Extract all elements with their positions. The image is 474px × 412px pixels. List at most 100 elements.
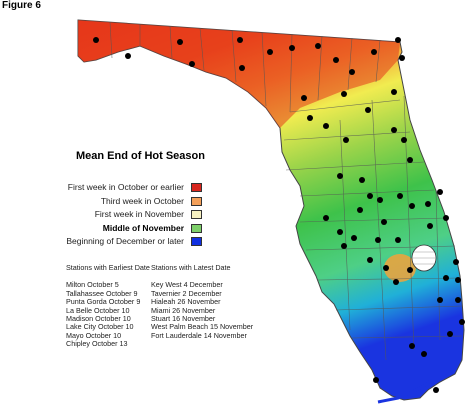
station-dot-icon (301, 95, 307, 101)
legend-label: Beginning of December or later (66, 236, 184, 246)
legend-label: First week in October or earlier (67, 182, 184, 192)
legend-swatch (191, 223, 202, 233)
station-list-item: Madison October 10 (66, 314, 131, 324)
station-list-item: Lake City October 10 (66, 322, 134, 332)
station-dot-icon (407, 157, 413, 163)
legend: First week in October or earlier Third we… (62, 182, 210, 250)
station-dot-icon (367, 193, 373, 199)
station-list-item: Tavernier 2 December (151, 288, 222, 298)
stations-earliest-list: Milton October 5 Tallahassee October 9 Pun… (66, 280, 150, 349)
station-dot-icon (443, 275, 449, 281)
station-dot-icon (409, 203, 415, 209)
station-dot-icon (409, 343, 415, 349)
station-list-item: Punta Gorda October 9 (66, 297, 141, 307)
station-dot-icon (373, 377, 379, 383)
station-list-item: Stuart 16 November (151, 314, 216, 324)
stations-earliest: Stations with Earliest Date Milton Octob… (66, 263, 150, 349)
station-dot-icon (375, 237, 381, 243)
station-dot-icon (427, 223, 433, 229)
legend-label: Third week in October (100, 195, 184, 206)
station-dot-icon (323, 123, 329, 129)
station-dot-icon (383, 265, 389, 271)
legend-item: Beginning of December or later (62, 236, 210, 250)
station-dot-icon (239, 65, 245, 71)
station-dot-icon (333, 57, 339, 63)
station-dot-icon (395, 237, 401, 243)
station-list-item: Tallahassee October 9 (66, 288, 138, 298)
station-list-item: Mayo October 10 (66, 330, 122, 340)
station-dot-icon (395, 37, 401, 43)
station-dot-icon (443, 215, 449, 221)
station-dot-icon (351, 235, 357, 241)
legend-swatch (191, 210, 202, 219)
station-dot-icon (315, 43, 321, 49)
station-dots (93, 37, 465, 393)
station-dot-icon (425, 201, 431, 207)
station-dot-icon (447, 331, 453, 337)
stations-latest: Stations with Latest Date Key West 4 Dec… (151, 263, 254, 340)
station-dot-icon (289, 45, 295, 51)
station-list-item: Key West 4 December (151, 280, 223, 290)
station-dot-icon (367, 257, 373, 263)
station-dot-icon (459, 319, 465, 325)
stations-latest-header: Stations with Latest Date (151, 263, 231, 272)
station-dot-icon (401, 137, 407, 143)
legend-item: First week in November (62, 209, 210, 223)
station-dot-icon (437, 297, 443, 303)
station-dot-icon (307, 115, 313, 121)
legend-swatch (191, 183, 202, 192)
legend-item: First week in October or earlier (62, 182, 210, 196)
florida-keys (377, 378, 433, 404)
station-list-item: Hialeah 26 November (151, 297, 221, 307)
legend-swatch (191, 196, 202, 206)
station-dot-icon (455, 277, 461, 283)
station-dot-icon (397, 193, 403, 199)
station-dot-icon (407, 267, 413, 273)
station-list-item: Milton October 5 (66, 280, 119, 290)
station-dot-icon (357, 207, 363, 213)
southwest-warm-patch (384, 254, 416, 282)
station-dot-icon (393, 279, 399, 285)
station-dot-icon (343, 137, 349, 143)
station-dot-icon (455, 297, 461, 303)
station-dot-icon (453, 259, 459, 265)
station-dot-icon (237, 37, 243, 43)
legend-label: First week in November (94, 209, 184, 219)
station-dot-icon (399, 55, 405, 61)
station-dot-icon (365, 107, 371, 113)
station-dot-icon (189, 61, 195, 67)
station-dot-icon (341, 243, 347, 249)
station-list-item: Fort Lauderdale 14 November (151, 330, 247, 340)
station-dot-icon (177, 39, 183, 45)
station-dot-icon (377, 197, 383, 203)
legend-label: Middle of November (102, 222, 184, 233)
station-dot-icon (337, 173, 343, 179)
figure-label: Figure 6 (2, 0, 41, 11)
station-dot-icon (93, 37, 99, 43)
stations-latest-list: Key West 4 December Tavernier 2 December H… (151, 280, 254, 340)
station-dot-icon (323, 215, 329, 221)
lake-hatch (413, 251, 435, 265)
map-title: Mean End of Hot Season (76, 150, 205, 162)
station-dot-icon (433, 387, 439, 393)
station-list-item: Chipley October 13 (66, 339, 128, 349)
station-list-item: West Palm Beach 15 November (151, 322, 254, 332)
stations-earliest-header: Stations with Earliest Date (66, 263, 150, 272)
station-list-item: La Belle October 10 (66, 305, 130, 315)
legend-item: Middle of November (62, 223, 210, 237)
county-lines (109, 21, 463, 361)
legend-swatch (191, 237, 202, 246)
station-dot-icon (337, 229, 343, 235)
station-dot-icon (371, 49, 377, 55)
legend-item: Third week in October (62, 196, 210, 210)
station-list-item: Miami 26 November (151, 305, 216, 315)
station-dot-icon (437, 189, 443, 195)
station-dot-icon (381, 219, 387, 225)
station-dot-icon (391, 127, 397, 133)
station-dot-icon (341, 91, 347, 97)
station-dot-icon (267, 49, 273, 55)
station-dot-icon (391, 89, 397, 95)
station-dot-icon (421, 351, 427, 357)
